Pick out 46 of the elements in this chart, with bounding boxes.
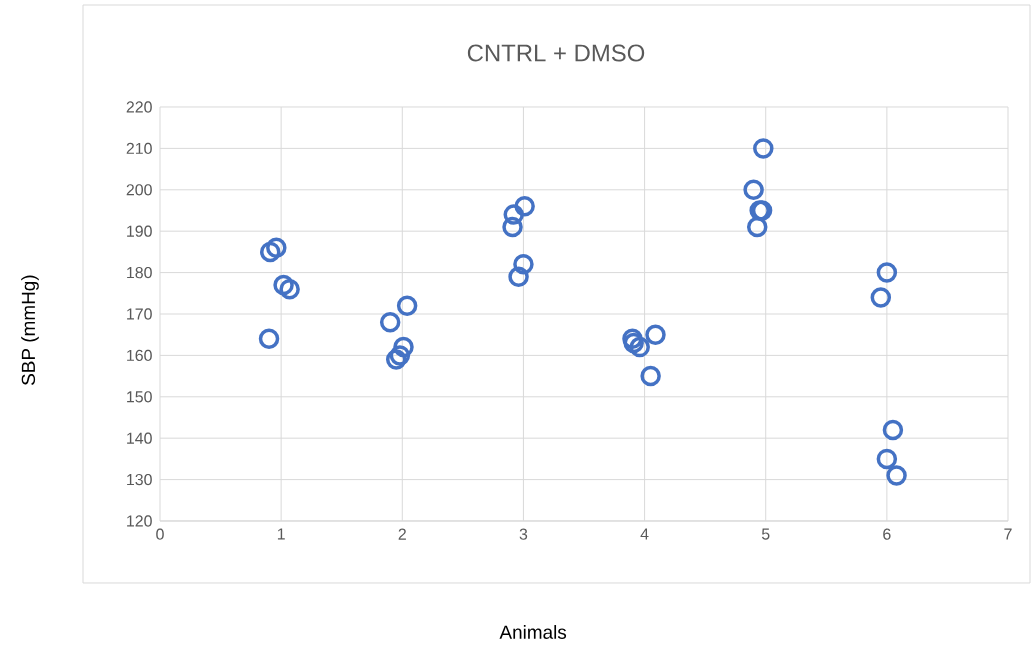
point bbox=[502, 216, 523, 238]
y-tick-label: 120 bbox=[127, 515, 152, 527]
point bbox=[514, 196, 535, 217]
point bbox=[273, 274, 294, 296]
x-tick-label: 6 bbox=[883, 528, 891, 540]
point bbox=[393, 336, 414, 358]
point bbox=[876, 448, 898, 470]
x-tick-label: 3 bbox=[519, 528, 528, 540]
y-tick-label: 160 bbox=[127, 349, 152, 362]
point bbox=[640, 365, 661, 387]
chart-title: CNTRL + DMSO bbox=[467, 44, 645, 62]
point bbox=[379, 312, 401, 333]
point bbox=[886, 465, 907, 486]
y-tick-label: 180 bbox=[127, 266, 152, 279]
point bbox=[876, 262, 898, 283]
point bbox=[503, 204, 524, 225]
y-tick-label: 200 bbox=[126, 184, 152, 196]
y-axis-title: SBP (mmHg) bbox=[21, 275, 39, 386]
x-tick-label: 1 bbox=[277, 528, 285, 540]
point bbox=[266, 237, 287, 258]
x-tick-label: 5 bbox=[761, 528, 770, 540]
x-tick-label: 7 bbox=[1004, 528, 1012, 540]
point bbox=[258, 328, 280, 350]
x-tick-label: 2 bbox=[398, 528, 406, 540]
point bbox=[629, 336, 650, 358]
x-tick-label: 4 bbox=[640, 528, 649, 540]
point bbox=[645, 324, 666, 345]
y-tick-label: 210 bbox=[126, 142, 152, 155]
point bbox=[753, 138, 774, 159]
y-tick-label: 150 bbox=[127, 391, 152, 403]
point bbox=[396, 295, 418, 316]
point bbox=[279, 278, 300, 300]
point bbox=[513, 254, 534, 275]
y-tick-label: 190 bbox=[127, 225, 152, 237]
point bbox=[743, 179, 764, 201]
point bbox=[260, 241, 281, 263]
x-tick-label: 0 bbox=[156, 528, 164, 540]
point bbox=[882, 419, 904, 441]
y-tick-label: 130 bbox=[127, 473, 152, 486]
x-axis-title: Animals bbox=[499, 625, 567, 639]
y-tick-label: 220 bbox=[126, 101, 152, 113]
point bbox=[746, 216, 768, 238]
y-tick-label: 170 bbox=[127, 308, 152, 320]
point bbox=[870, 287, 892, 308]
point bbox=[508, 266, 529, 287]
y-tick-label: 140 bbox=[127, 432, 152, 444]
